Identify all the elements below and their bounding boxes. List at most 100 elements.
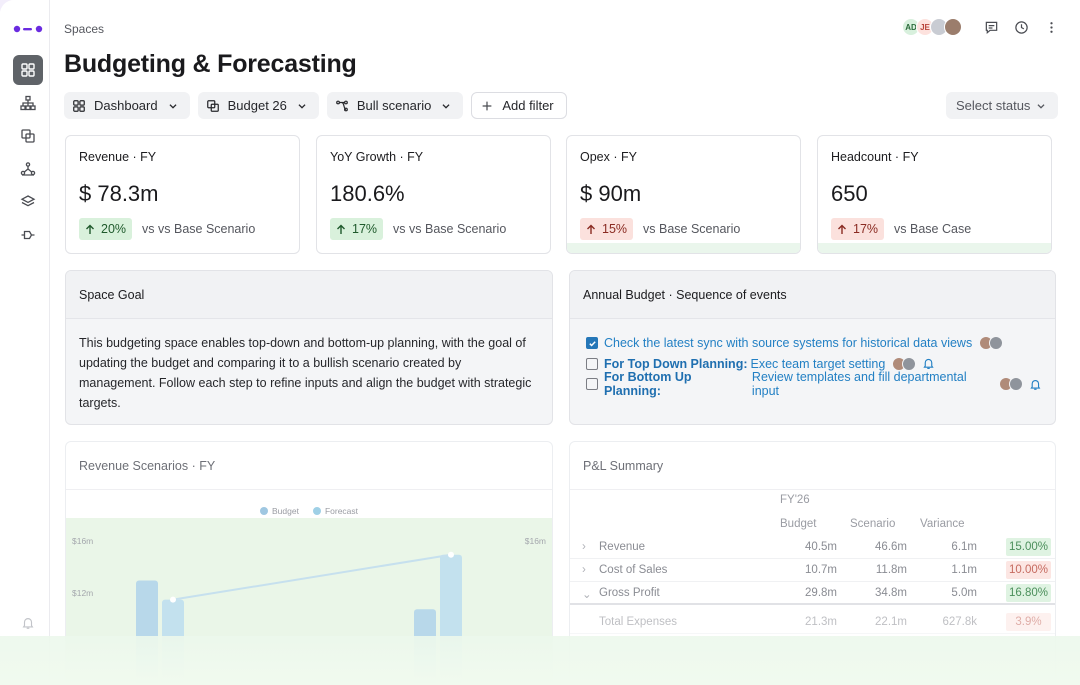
panel-title: Annual Budget · Sequence of events [570, 271, 1055, 319]
cell-variance: 627.8k [942, 616, 977, 628]
forecast-point-0[interactable] [170, 596, 176, 603]
kpi-card-revenue[interactable]: Revenue · FY $ 78.3m 20% vs vs Base Scen… [65, 135, 300, 254]
comments-button[interactable] [982, 18, 1000, 36]
delta-value: 15% [602, 222, 628, 236]
variance-pct-badge: 3.9% [1006, 613, 1051, 631]
cell-variance: 6.1m [951, 541, 977, 553]
task-phase: For Bottom Up Planning: [604, 370, 692, 399]
copy-icon [21, 129, 35, 143]
sidebar-item-dashboards[interactable] [13, 55, 43, 85]
sidebar-item-layers[interactable] [13, 187, 43, 217]
cell-budget: 10.7m [805, 564, 837, 576]
table-row[interactable]: Total Expenses 21.3m 22.1m 627.8k 3.9% [570, 611, 1055, 634]
sidebar-item-copies[interactable] [13, 121, 43, 151]
table-row[interactable]: › Revenue 40.5m 46.6m 6.1m 15.00% [570, 536, 1055, 559]
panel-title: Space Goal [66, 271, 552, 319]
add-filter-label: Add filter [502, 98, 554, 113]
delta-badge: 17% [831, 218, 885, 240]
kpi-value: 180.6% [330, 181, 405, 206]
more-menu-button[interactable] [1042, 18, 1060, 36]
table-row[interactable]: › Cost of Sales 10.7m 11.8m 1.1m 10.00% [570, 559, 1055, 582]
history-button[interactable] [1012, 18, 1030, 36]
task-text[interactable]: Exec team target setting [750, 356, 886, 371]
sidebar-item-connections[interactable] [13, 220, 43, 250]
table-row[interactable]: ⌄ Gross Profit 29.8m 34.8m 5.0m 16.80% [570, 582, 1055, 605]
events-panel: Annual Budget · Sequence of events Check… [569, 270, 1056, 425]
add-filter-button[interactable]: Add filter [471, 92, 567, 119]
assignee-avatars [999, 377, 1024, 392]
variance-pct-badge: 16.80% [1006, 584, 1051, 602]
kpi-card-opex[interactable]: Opex · FY $ 90m 15% vs Base Scenario [566, 135, 801, 254]
plus-icon [482, 101, 492, 110]
space-goal-text: This budgeting space enables top-down an… [79, 336, 532, 410]
assignee-avatars [979, 336, 1004, 351]
row-label: Gross Profit [599, 587, 660, 599]
breadcrumb[interactable]: Spaces [64, 22, 105, 36]
kpi-delta: 15% vs Base Scenario [580, 218, 740, 240]
more-vertical-icon [1049, 21, 1053, 33]
row-label: Cost of Sales [599, 564, 668, 576]
chart-legend: Budget Forecast [66, 506, 552, 516]
bell-icon[interactable] [21, 616, 35, 630]
legend-item-budget[interactable]: Budget [259, 506, 299, 516]
status-select[interactable]: Select status [946, 92, 1058, 119]
legend-label: Budget [271, 506, 299, 516]
collaborator-avatars[interactable]: AD JE [902, 18, 962, 36]
sidebar-item-network[interactable] [13, 154, 43, 184]
column-header-budget: Budget [780, 518, 817, 530]
kpi-value: 650 [831, 181, 868, 206]
forecast-line [172, 553, 452, 601]
list-item[interactable]: For Bottom Up Planning: Review templates… [586, 370, 1042, 398]
page-title: Budgeting & Forecasting [64, 50, 357, 78]
list-item[interactable]: For Top Down Planning: Exec team target … [586, 354, 1042, 375]
task-checkbox[interactable] [586, 337, 598, 350]
kpi-delta: 17% vs vs Base Scenario [330, 218, 506, 240]
delta-badge: 15% [580, 218, 634, 240]
column-header-variance: Variance [920, 518, 965, 530]
y-tick-label: $12m [72, 588, 94, 598]
kpi-comparison: vs Base Case [894, 222, 972, 236]
sidebar-item-hierarchy[interactable] [13, 88, 43, 118]
task-checkbox[interactable] [586, 357, 598, 370]
budget-select[interactable]: Budget 26 [197, 92, 319, 119]
app-logo[interactable] [13, 24, 43, 34]
budget-select-label: Budget 26 [227, 98, 287, 113]
cell-scenario: 46.6m [875, 541, 907, 553]
cell-scenario: 22.1m [875, 616, 907, 628]
kpi-delta: 17% vs Base Case [831, 218, 971, 240]
kpi-card-headcount[interactable]: Headcount · FY 650 17% vs Base Case [817, 135, 1052, 254]
chevron-down-icon[interactable]: ⌄ [582, 589, 592, 601]
sidebar [0, 0, 50, 685]
variance-pct-badge: 15.00% [1006, 538, 1051, 556]
period-header: FY'26 [780, 494, 810, 506]
cell-variance: 1.1m [951, 564, 977, 576]
layers-icon [20, 195, 36, 207]
y-tick-label-right: $16m [524, 536, 546, 546]
events-list: Check the latest sync with source system… [570, 319, 1055, 398]
chevron-right-icon[interactable]: › [582, 541, 586, 553]
kpi-card-yoy-growth[interactable]: YoY Growth · FY 180.6% 17% vs vs Base Sc… [316, 135, 551, 254]
clock-icon [1014, 20, 1028, 34]
y-tick-label: $16m [72, 536, 94, 546]
bell-icon[interactable] [922, 357, 935, 370]
bell-icon[interactable] [1029, 378, 1042, 391]
legend-label: Forecast [324, 506, 359, 516]
task-text[interactable]: Check the latest sync with source system… [604, 336, 973, 351]
legend-item-forecast[interactable]: Forecast [312, 506, 359, 516]
space-goal-panel: Space Goal This budgeting space enables … [65, 270, 553, 425]
check-icon [588, 340, 596, 347]
status-select-label: Select status [956, 98, 1031, 113]
dashboard-select[interactable]: Dashboard [64, 92, 190, 119]
row-label: Total Expenses [599, 616, 677, 628]
task-text[interactable]: Review templates and fill departmental i… [751, 370, 967, 399]
chevron-down-icon [442, 103, 450, 109]
scenario-select[interactable]: Bull scenario [326, 92, 464, 119]
arrow-up-icon [838, 224, 846, 234]
kpi-title: Revenue · FY [79, 150, 157, 164]
forecast-point-1[interactable] [448, 551, 454, 558]
chevron-right-icon[interactable]: › [582, 564, 586, 576]
kpi-title: YoY Growth · FY [330, 150, 424, 164]
kpi-title: Headcount · FY [831, 150, 919, 164]
list-item[interactable]: Check the latest sync with source system… [586, 333, 1042, 354]
task-checkbox[interactable] [586, 378, 598, 391]
